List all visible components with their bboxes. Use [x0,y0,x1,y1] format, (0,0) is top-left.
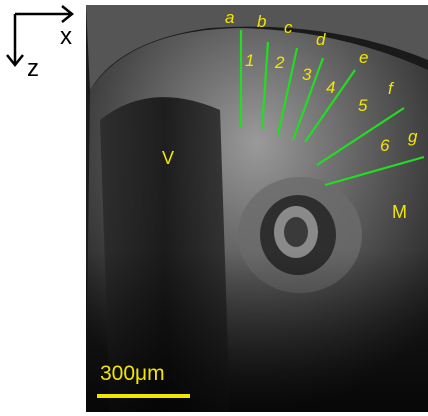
line-label: a [225,8,234,27]
page: x z V M 300μm abcdefg123456 (() => { con… [0,0,428,416]
line-label: g [408,127,418,146]
gap-label: 6 [380,136,390,155]
x-arrow [15,6,72,22]
region-label: M [392,202,407,222]
gap-label: 4 [326,78,335,97]
region-label: V [162,148,174,168]
x-axis-label: x [60,23,72,50]
oct-image [86,5,428,412]
z-arrow [7,14,23,65]
scale-bar-label: 300μm [100,362,165,385]
line-label: e [359,48,368,67]
gap-label: 2 [274,53,285,72]
gap-label: 5 [358,96,368,115]
gap-label: 3 [302,65,312,84]
z-axis-label: z [27,55,39,82]
figure: x z V M 300μm abcdefg123456 [0,0,428,416]
line-label: b [257,12,266,31]
gap-label: 1 [245,51,254,70]
line-label: d [316,30,326,49]
line-label: c [284,18,293,37]
